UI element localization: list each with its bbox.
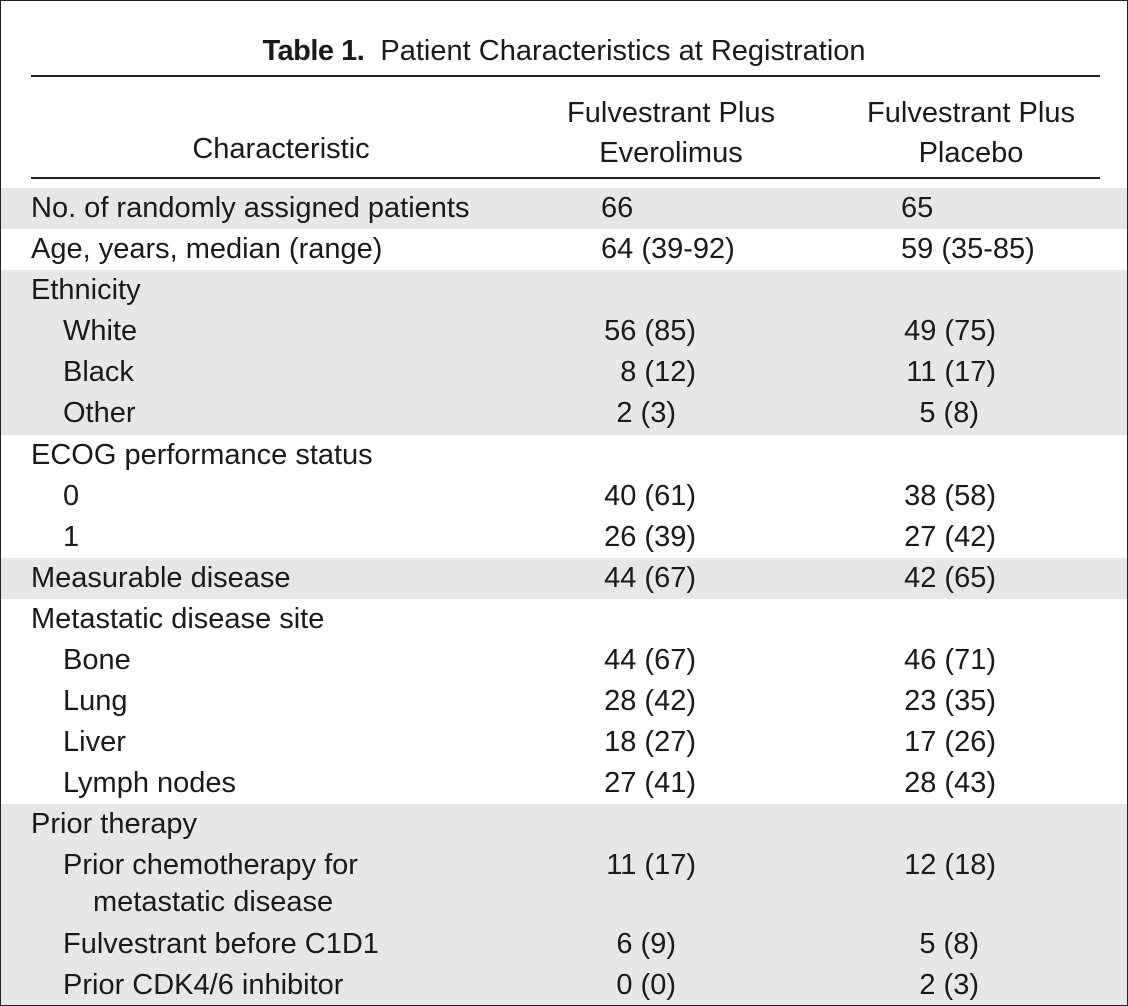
row-label: Lymph nodes xyxy=(63,767,237,799)
row-label: Age, years, median (range) xyxy=(31,233,383,265)
top-rule xyxy=(31,75,1100,77)
table-row: Lymph nodes 27 (41) 28 (43) xyxy=(1,763,1127,804)
row-label: 0 xyxy=(63,480,80,512)
row-value-placebo: 59 (35-85) xyxy=(901,233,1035,265)
table-number: Table 1. xyxy=(262,35,365,67)
row-value-everolimus: 64 (39-92) xyxy=(601,233,735,265)
row-label: Prior chemotherapy for xyxy=(63,849,358,881)
table-row: Age, years, median (range) 64 (39-92) 59… xyxy=(1,229,1127,270)
row-label: Liver xyxy=(63,726,126,758)
header-col2-line1: Fulvestrant Plus xyxy=(867,97,1075,129)
table-row: Bone 44 (67) 46 (71) xyxy=(1,640,1127,681)
row-value-placebo: 5 (8) xyxy=(919,928,979,960)
table-row: ECOG performance status xyxy=(1,435,1127,476)
row-label: White xyxy=(63,315,138,347)
header-col1: Fulvestrant Plus Everolimus xyxy=(521,93,821,173)
row-value-placebo: 17 (26) xyxy=(904,726,996,758)
header-col1-line1: Fulvestrant Plus xyxy=(567,97,775,129)
row-label: Measurable disease xyxy=(31,562,291,594)
table-row: 0 40 (61) 38 (58) xyxy=(1,476,1127,517)
row-label: Metastatic disease site xyxy=(31,603,325,635)
row-value-everolimus: 6 (9) xyxy=(616,928,676,960)
row-label: ECOG performance status xyxy=(31,439,373,471)
table-row: White 56 (85) 49 (75) xyxy=(1,311,1127,352)
row-label: Prior therapy xyxy=(31,808,198,840)
row-value-placebo: 11 (17) xyxy=(906,356,996,388)
header-col2-line2: Placebo xyxy=(918,137,1024,169)
table-row: Ethnicity xyxy=(1,270,1127,311)
row-value-everolimus: 18 (27) xyxy=(604,726,696,758)
table-row: 1 26 (39) 27 (42) xyxy=(1,517,1127,558)
row-label: Ethnicity xyxy=(31,274,141,306)
row-value-everolimus: 56 (85) xyxy=(604,315,696,347)
row-label: Other xyxy=(63,397,136,429)
row-label: 1 xyxy=(63,521,80,553)
row-label: No. of randomly assigned patients xyxy=(31,192,470,224)
table-row: Lung 28 (42) 23 (35) xyxy=(1,681,1127,722)
row-value-placebo: 5 (8) xyxy=(919,397,979,429)
row-value-placebo: 27 (42) xyxy=(904,521,996,553)
row-value-everolimus: 26 (39) xyxy=(604,521,696,553)
row-value-everolimus: 66 xyxy=(601,192,634,224)
table-row: Prior CDK4/6 inhibitor 0 (0) 2 (3) xyxy=(1,965,1127,1005)
row-value-everolimus: 11 (17) xyxy=(606,849,696,881)
table-row: Measurable disease 44 (67) 42 (65) xyxy=(1,558,1127,599)
row-label: Prior CDK4/6 inhibitor xyxy=(63,969,344,1001)
table-row: Liver 18 (27) 17 (26) xyxy=(1,722,1127,763)
table-title: Table 1. Patient Characteristics at Regi… xyxy=(1,31,1127,71)
row-label: Fulvestrant before C1D1 xyxy=(63,928,379,960)
row-value-placebo: 12 (18) xyxy=(904,849,996,881)
table-body: No. of randomly assigned patients 66 65 … xyxy=(1,188,1127,1005)
row-value-everolimus: 2 (3) xyxy=(616,397,676,429)
table-row: Black 8 (12) 11 (17) xyxy=(1,352,1127,393)
row-value-placebo: 65 xyxy=(901,192,934,224)
row-value-everolimus: 44 (67) xyxy=(604,562,696,594)
row-value-placebo: 2 (3) xyxy=(919,969,979,1001)
table-row: Other 2 (3) 5 (8) xyxy=(1,393,1127,435)
row-value-everolimus: 8 (12) xyxy=(620,356,696,388)
row-value-placebo: 28 (43) xyxy=(904,767,996,799)
row-value-everolimus: 27 (41) xyxy=(604,767,696,799)
table-row: Fulvestrant before C1D1 6 (9) 5 (8) xyxy=(1,924,1127,965)
table-row: Prior chemotherapy for metastatic diseas… xyxy=(1,845,1127,924)
table-row: No. of randomly assigned patients 66 65 xyxy=(1,188,1127,229)
row-label-continued: metastatic disease xyxy=(93,886,334,918)
row-label: Bone xyxy=(63,644,131,676)
row-value-everolimus: 44 (67) xyxy=(604,644,696,676)
row-value-placebo: 49 (75) xyxy=(904,315,996,347)
header-characteristic: Characteristic xyxy=(192,133,370,165)
row-label: Lung xyxy=(63,685,128,717)
header-rule xyxy=(31,177,1100,179)
table-row: Prior therapy xyxy=(1,804,1127,845)
header-col1-line2: Everolimus xyxy=(599,137,743,169)
header-col2: Fulvestrant Plus Placebo xyxy=(821,93,1121,173)
table-caption: Patient Characteristics at Registration xyxy=(380,35,866,67)
row-value-placebo: 23 (35) xyxy=(904,685,996,717)
row-value-placebo: 38 (58) xyxy=(904,480,996,512)
row-value-everolimus: 28 (42) xyxy=(604,685,696,717)
row-value-everolimus: 0 (0) xyxy=(616,969,676,1001)
row-label: Black xyxy=(63,356,134,388)
row-value-placebo: 46 (71) xyxy=(904,644,996,676)
table-row: Metastatic disease site xyxy=(1,599,1127,640)
row-value-everolimus: 40 (61) xyxy=(604,480,696,512)
row-value-placebo: 42 (65) xyxy=(904,562,996,594)
